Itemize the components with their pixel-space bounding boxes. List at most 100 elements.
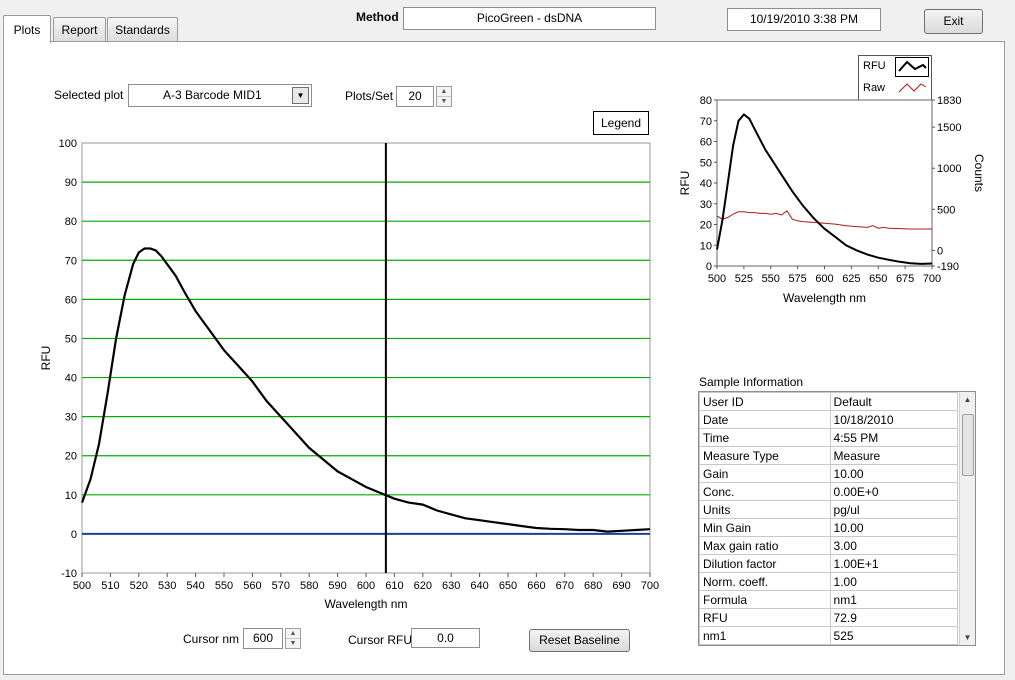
- legend-rfu-swatch: [895, 57, 929, 77]
- mini-y2-tick-label: 0: [937, 245, 943, 257]
- stepper-up-icon[interactable]: ▲: [286, 629, 300, 639]
- mini-y-tick-label: 60: [700, 137, 712, 149]
- legend-raw-label: Raw: [863, 82, 886, 94]
- info-key: Dilution factor: [699, 554, 831, 573]
- tab-plots-label: Plots: [13, 23, 41, 37]
- tab-standards[interactable]: Standards: [107, 17, 178, 42]
- table-row[interactable]: Formula nm1: [699, 590, 959, 609]
- mini-x-tick-label: 575: [788, 273, 806, 285]
- scroll-down-icon[interactable]: ▼: [963, 633, 972, 642]
- y-axis-label: RFU: [39, 346, 53, 371]
- y-tick-label: 90: [65, 177, 77, 189]
- info-value: 0.00E+0: [829, 482, 959, 501]
- x-tick-label: 570: [272, 580, 290, 592]
- chevron-down-icon[interactable]: ▼: [292, 87, 309, 104]
- table-row[interactable]: RFU 72.9: [699, 608, 959, 627]
- mini-x-tick-label: 675: [896, 273, 914, 285]
- table-row[interactable]: Gain 10.00: [699, 464, 959, 483]
- x-tick-label: 630: [442, 580, 460, 592]
- cursor-nm-label: Cursor nm: [183, 632, 240, 646]
- info-value: 10.00: [829, 518, 959, 537]
- selected-plot-label: Selected plot: [54, 88, 124, 102]
- table-row[interactable]: Max gain ratio 3.00: [699, 536, 959, 555]
- plots-per-set-label: Plots/Set: [345, 89, 394, 103]
- x-tick-label: 680: [584, 580, 602, 592]
- tab-report[interactable]: Report: [53, 17, 106, 42]
- info-value: 10/18/2010: [829, 410, 959, 429]
- mini-y-axis-label: RFU: [678, 171, 692, 196]
- table-row[interactable]: nm1 525: [699, 626, 959, 645]
- table-row[interactable]: Conc. 0.00E+0: [699, 482, 959, 501]
- table-row[interactable]: Time 4:55 PM: [699, 428, 959, 447]
- info-value: 10.00: [829, 464, 959, 483]
- mini-x-tick-label: 600: [815, 273, 833, 285]
- x-tick-label: 640: [470, 580, 488, 592]
- mini-y-tick-label: 50: [700, 157, 712, 169]
- plots-per-set-input[interactable]: 20: [396, 86, 434, 107]
- rfu-series-line: [80, 247, 651, 533]
- table-row[interactable]: Date 10/18/2010: [699, 410, 959, 429]
- mini-y-tick-label: 0: [706, 261, 712, 273]
- y-tick-label: 40: [65, 373, 77, 385]
- y-tick-label: 70: [65, 255, 77, 267]
- mini-y-tick-label: 80: [700, 95, 712, 107]
- mini-chart-legend[interactable]: RFU Raw: [858, 55, 932, 101]
- info-value: 1.00: [829, 572, 959, 591]
- reset-baseline-button[interactable]: Reset Baseline: [529, 629, 630, 652]
- mini-y-tick-label: 30: [700, 199, 712, 211]
- table-row[interactable]: Measure Type Measure: [699, 446, 959, 465]
- y-tick-label: 20: [65, 451, 77, 463]
- table-row[interactable]: User ID Default: [699, 392, 959, 411]
- mini-x-tick-label: 650: [869, 273, 887, 285]
- raw-series-line: [716, 210, 932, 230]
- table-row[interactable]: Units pg/ul: [699, 500, 959, 519]
- tab-plots[interactable]: Plots: [3, 15, 51, 43]
- method-field[interactable]: PicoGreen - dsDNA: [403, 7, 656, 30]
- info-value: nm1: [829, 590, 959, 609]
- mini-y2-tick-label: 1500: [937, 122, 961, 134]
- x-tick-label: 590: [328, 580, 346, 592]
- info-key: nm1: [699, 626, 831, 645]
- scrollbar[interactable]: ▲ ▼: [959, 392, 975, 645]
- mini-x-tick-label: 550: [762, 273, 780, 285]
- plot-frame: [81, 142, 651, 574]
- mini-y-tick-label: 40: [700, 178, 712, 190]
- cursor-nm-input[interactable]: 600: [243, 628, 283, 649]
- legend-raw-swatch: [898, 83, 927, 93]
- exit-button[interactable]: Exit: [924, 9, 983, 34]
- x-tick-label: 510: [101, 580, 119, 592]
- scrollbar-thumb[interactable]: [962, 414, 974, 476]
- cursor-nm-stepper[interactable]: ▲ ▼: [285, 628, 301, 649]
- stepper-up-icon[interactable]: ▲: [437, 87, 451, 97]
- x-tick-label: 700: [641, 580, 659, 592]
- main-spectrum-chart: -10 0 10 20 30 40 50 60 70 80 90 100 500 510 520 530 540…: [39, 138, 659, 611]
- info-value: 1.00E+1: [829, 554, 959, 573]
- stepper-down-icon[interactable]: ▼: [289, 639, 297, 647]
- scroll-up-icon[interactable]: ▲: [963, 395, 972, 404]
- sample-info-title: Sample Information: [699, 375, 804, 389]
- table-row[interactable]: Min Gain 10.00: [699, 518, 959, 537]
- mini-y2-tick-label: 1830: [937, 95, 961, 107]
- legend-button[interactable]: Legend: [593, 111, 649, 135]
- x-tick-label: 580: [300, 580, 318, 592]
- datetime-display: 10/19/2010 3:38 PM: [727, 8, 881, 31]
- selected-plot-dropdown[interactable]: A-3 Barcode MID1 ▼: [128, 84, 312, 107]
- table-row[interactable]: Dilution factor 1.00E+1: [699, 554, 959, 573]
- x-tick-label: 520: [130, 580, 148, 592]
- x-tick-label: 600: [357, 580, 375, 592]
- y-tick-label: -10: [61, 568, 77, 580]
- table-row[interactable]: Norm. coeff. 1.00: [699, 572, 959, 591]
- info-value: 72.9: [829, 608, 959, 627]
- info-key: Date: [699, 410, 831, 429]
- plots-per-set-stepper[interactable]: ▲ ▼: [436, 86, 452, 107]
- mini-y-tick-label: 20: [700, 220, 712, 232]
- mini-y2-tick-label: 1000: [937, 163, 961, 175]
- stepper-down-icon[interactable]: ▼: [440, 97, 448, 105]
- mini-y2-axis-label: Counts: [972, 154, 986, 192]
- info-key: Formula: [699, 590, 831, 609]
- y-tick-label: 10: [65, 490, 77, 502]
- legend-rfu-label: RFU: [863, 60, 886, 72]
- sample-info-table[interactable]: User ID Default Date 10/18/2010 Time 4:55 PM M…: [698, 391, 976, 646]
- info-key: Measure Type: [699, 446, 831, 465]
- y-tick-label: 30: [65, 412, 77, 424]
